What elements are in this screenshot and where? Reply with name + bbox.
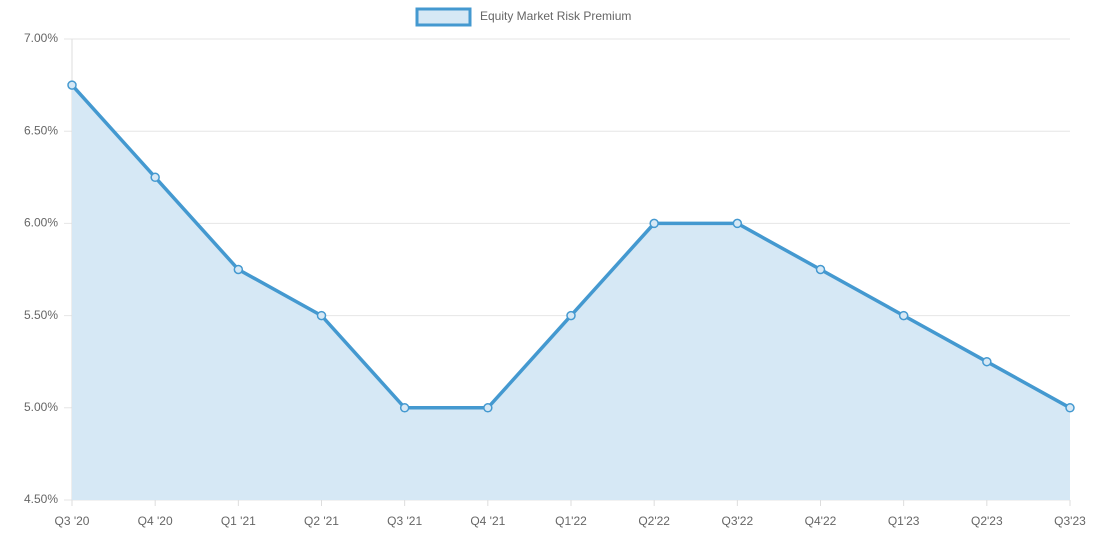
point	[233, 264, 244, 275]
point	[1065, 403, 1075, 413]
y-tick-label: 4.50%	[24, 492, 58, 506]
x-tick-label: Q2'22	[638, 514, 670, 528]
point	[67, 80, 77, 90]
legend-label: Equity Market Risk Premium	[480, 9, 631, 23]
x-tick-label: Q1'22	[555, 514, 587, 528]
y-tick-label: 6.00%	[24, 216, 58, 230]
x-tick-label: Q2 '21	[304, 514, 339, 528]
point	[316, 310, 327, 321]
point	[483, 403, 493, 413]
legend-swatch	[415, 7, 472, 27]
point	[649, 218, 659, 229]
y-tick-label: 7.00%	[24, 31, 58, 45]
x-tick-label: Q1'23	[888, 514, 920, 528]
point	[898, 310, 909, 321]
point	[732, 218, 743, 229]
point	[566, 310, 576, 321]
x-tick-label: Q3 '21	[387, 514, 422, 528]
x-tick-label: Q4 '21	[470, 514, 505, 528]
x-tick-label: Q4 '20	[138, 514, 173, 528]
point	[150, 172, 160, 183]
x-tick-label: Q3'23	[1054, 514, 1086, 528]
point	[815, 264, 826, 275]
x-tick-label: Q3'22	[722, 514, 754, 528]
x-tick-label: Q3 '20	[55, 514, 90, 528]
x-tick-label: Q2'23	[971, 514, 1003, 528]
area	[72, 85, 1070, 500]
y-tick-label: 6.50%	[24, 123, 58, 137]
x-tick-label: Q4'22	[805, 514, 837, 528]
point	[982, 356, 992, 367]
y-tick-label: 5.50%	[24, 308, 58, 322]
point	[399, 403, 410, 413]
x-tick-label: Q1 '21	[221, 514, 256, 528]
y-tick-label: 5.00%	[24, 400, 58, 414]
